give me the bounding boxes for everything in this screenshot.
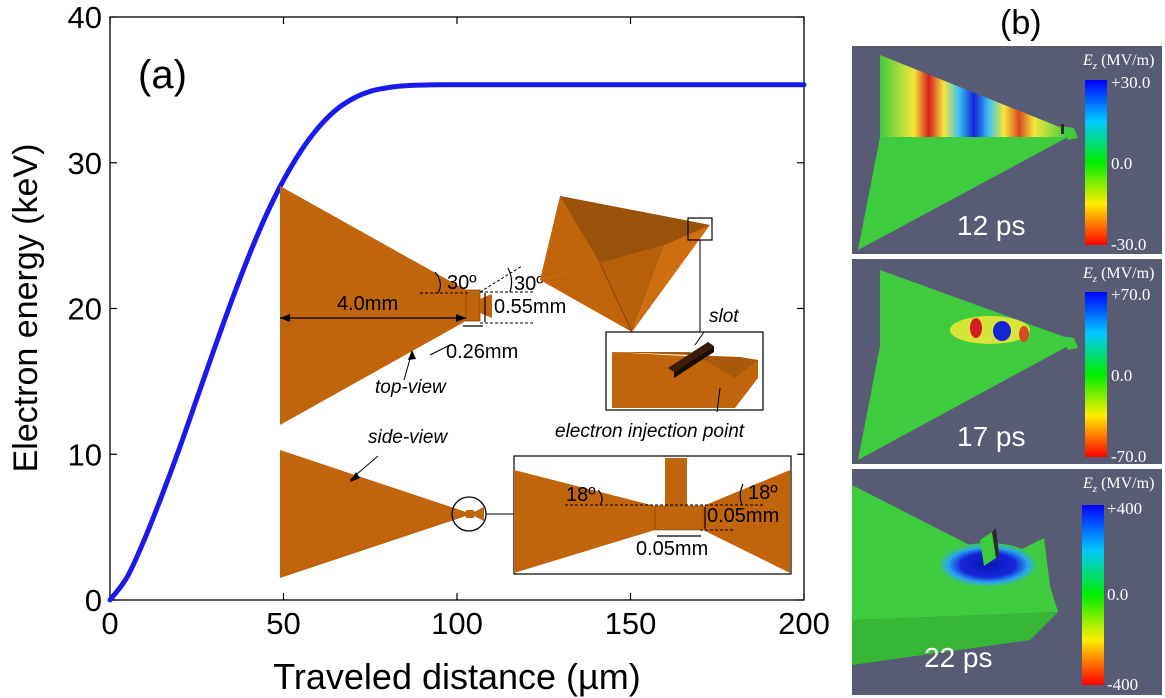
side-view-label: side-view [368,427,448,448]
x-tick-label: 50 [266,606,300,641]
top-view-drawing: 4.0mm 30º 30º 0.55mm 0.26mm top-view [280,186,566,425]
colorbar-1 [1085,80,1107,245]
angle-30-right-label: 30º [514,273,544,295]
dim-005-horizontal-label: 0.05mm [636,538,708,560]
y-tick-label: 30 [68,146,102,181]
dim-005-vertical-label: 0.05mm [707,505,779,527]
panel-b: (b) 12 ps Ez (MV/m) +30.0 0.0 -30.0 [852,4,1162,695]
colorbar-3-min: -400 [1107,675,1138,694]
colorbar-2-title: Ez (MV/m) [1082,265,1154,285]
y-tick-label: 0 [85,583,102,618]
y-tick-label: 10 [68,437,102,472]
snapshot-17ps-time: 17 ps [957,421,1026,452]
colorbar-2-min: -70.0 [1111,447,1146,466]
colorbar-2-max: +70.0 [1111,285,1150,304]
angle-30-left-label: 30º [447,272,477,294]
colorbar-3-mid: 0.0 [1107,585,1128,604]
dim-055-label: 0.55mm [494,296,566,318]
snapshot-22ps: 22 ps Ez (MV/m) +400 0.0 -400 [852,469,1162,695]
x-tick-label: 0 [101,606,118,641]
colorbar-1-min: -30.0 [1111,235,1146,254]
colorbar-1-max: +30.0 [1111,73,1150,92]
axis-ticks: 0 50 100 150 200 0 10 20 30 40 [68,0,830,641]
colorbar-2-mid: 0.0 [1111,366,1132,385]
colorbar-3-title: Ez (MV/m) [1082,475,1154,495]
colorbar-2 [1085,292,1107,457]
device-insets: 4.0mm 30º 30º 0.55mm 0.26mm top-view slo… [280,186,792,578]
colorbar-1-title: Ez (MV/m) [1082,52,1154,72]
series-line-0 [107,82,807,603]
y-tick-label: 20 [68,292,102,327]
x-tick-label: 150 [605,606,657,641]
snapshot-12ps: 12 ps Ez (MV/m) +30.0 0.0 -30.0 [852,46,1162,254]
dim-026-label: 0.26mm [446,341,518,363]
x-tick-label: 100 [431,606,483,641]
colorbar-1-mid: 0.0 [1111,154,1132,173]
x-axis-label: Traveled distance (µm) [273,656,641,697]
series-layer [107,82,807,603]
injection-point-label: electron injection point [555,421,745,442]
y-axis-label: Electron energy (keV) [7,144,45,473]
y-tick-label: 40 [68,0,102,35]
side-view-drawing: side-view 18º 18º 0.05mm 0.05mm [280,427,792,578]
snapshot-17ps: 17 ps Ez (MV/m) +70.0 0.0 -70.0 [852,259,1162,466]
snapshot-22ps-time: 22 ps [924,642,993,673]
slot-label: slot [709,306,739,327]
top-view-label: top-view [375,377,447,398]
panel-b-label: (b) [1000,4,1042,42]
panel-a-label: (a) [138,53,187,97]
dim-4mm-label: 4.0mm [337,293,398,315]
colorbar-3 [1082,505,1104,685]
three-d-view-drawing: slot electron injection point [540,196,764,442]
snapshot-12ps-time: 12 ps [957,210,1026,241]
angle-18-right-label: 18º [748,482,778,504]
angle-18-left-label: 18º [566,484,596,506]
x-tick-label: 200 [778,606,830,641]
colorbar-3-max: +400 [1107,499,1142,518]
